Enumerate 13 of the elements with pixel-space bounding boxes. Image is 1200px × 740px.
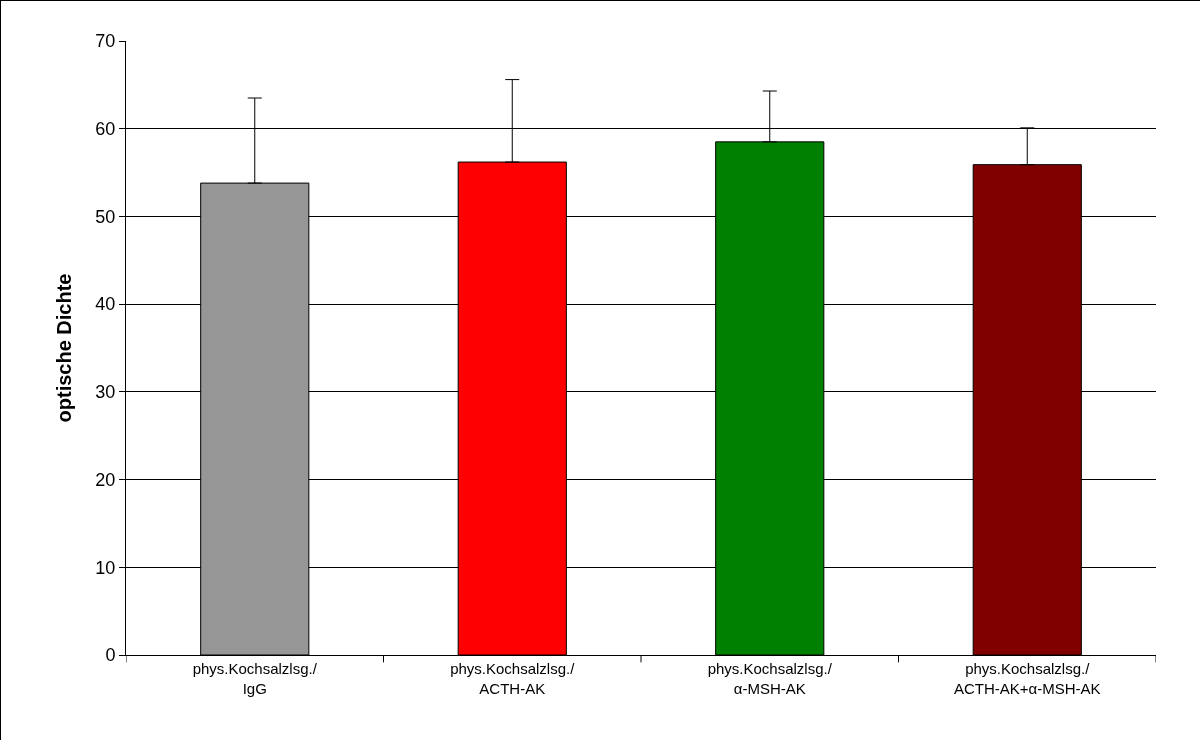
x-tick-label: phys.Kochsalzlsg./ IgG (192, 660, 318, 697)
y-tick-label: 30 (95, 382, 116, 403)
x-tick-label: phys.Kochsalzlsg./ ACTH-AK (450, 660, 576, 697)
y-tick-label: 50 (95, 206, 116, 227)
y-axis-title: optische Dichte (52, 273, 75, 423)
y-tick-label: 60 (95, 119, 116, 140)
y-tick-label: 10 (95, 557, 116, 578)
y-tick-label: 20 (95, 469, 116, 490)
y-tick-label: 0 (105, 645, 116, 666)
y-tick-label: 40 (95, 294, 116, 315)
x-tick-label: phys.Kochsalzlsg./ ACTH-AK+α-MSH-AK (953, 660, 1101, 697)
y-tick-label: 70 (95, 31, 116, 52)
x-tick-label: phys.Kochsalzlsg./ α-MSH-AK (707, 660, 833, 697)
